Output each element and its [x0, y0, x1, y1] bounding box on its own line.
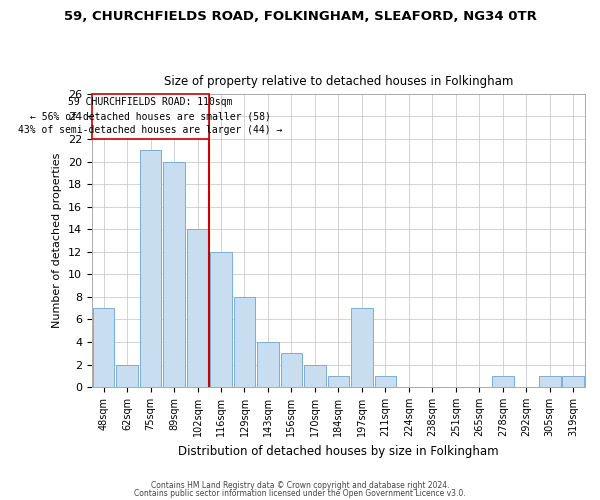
Bar: [562, 376, 584, 387]
Title: Size of property relative to detached houses in Folkingham: Size of property relative to detached ho…: [164, 76, 513, 88]
Bar: [492, 376, 514, 387]
Bar: [187, 229, 208, 387]
Bar: [351, 308, 373, 387]
Bar: [304, 364, 326, 387]
Bar: [328, 376, 349, 387]
Bar: [116, 364, 138, 387]
Bar: [92, 94, 209, 139]
Text: Contains public sector information licensed under the Open Government Licence v3: Contains public sector information licen…: [134, 488, 466, 498]
Bar: [163, 162, 185, 387]
Bar: [93, 308, 115, 387]
X-axis label: Distribution of detached houses by size in Folkingham: Distribution of detached houses by size …: [178, 444, 499, 458]
Text: 59 CHURCHFIELDS ROAD: 110sqm
← 56% of detached houses are smaller (58)
43% of se: 59 CHURCHFIELDS ROAD: 110sqm ← 56% of de…: [19, 98, 283, 136]
Bar: [257, 342, 279, 387]
Bar: [281, 353, 302, 387]
Bar: [539, 376, 560, 387]
Bar: [140, 150, 161, 387]
Text: Contains HM Land Registry data © Crown copyright and database right 2024.: Contains HM Land Registry data © Crown c…: [151, 481, 449, 490]
Y-axis label: Number of detached properties: Number of detached properties: [52, 153, 62, 328]
Bar: [233, 297, 255, 387]
Text: 59, CHURCHFIELDS ROAD, FOLKINGHAM, SLEAFORD, NG34 0TR: 59, CHURCHFIELDS ROAD, FOLKINGHAM, SLEAF…: [64, 10, 536, 23]
Bar: [374, 376, 396, 387]
Bar: [210, 252, 232, 387]
